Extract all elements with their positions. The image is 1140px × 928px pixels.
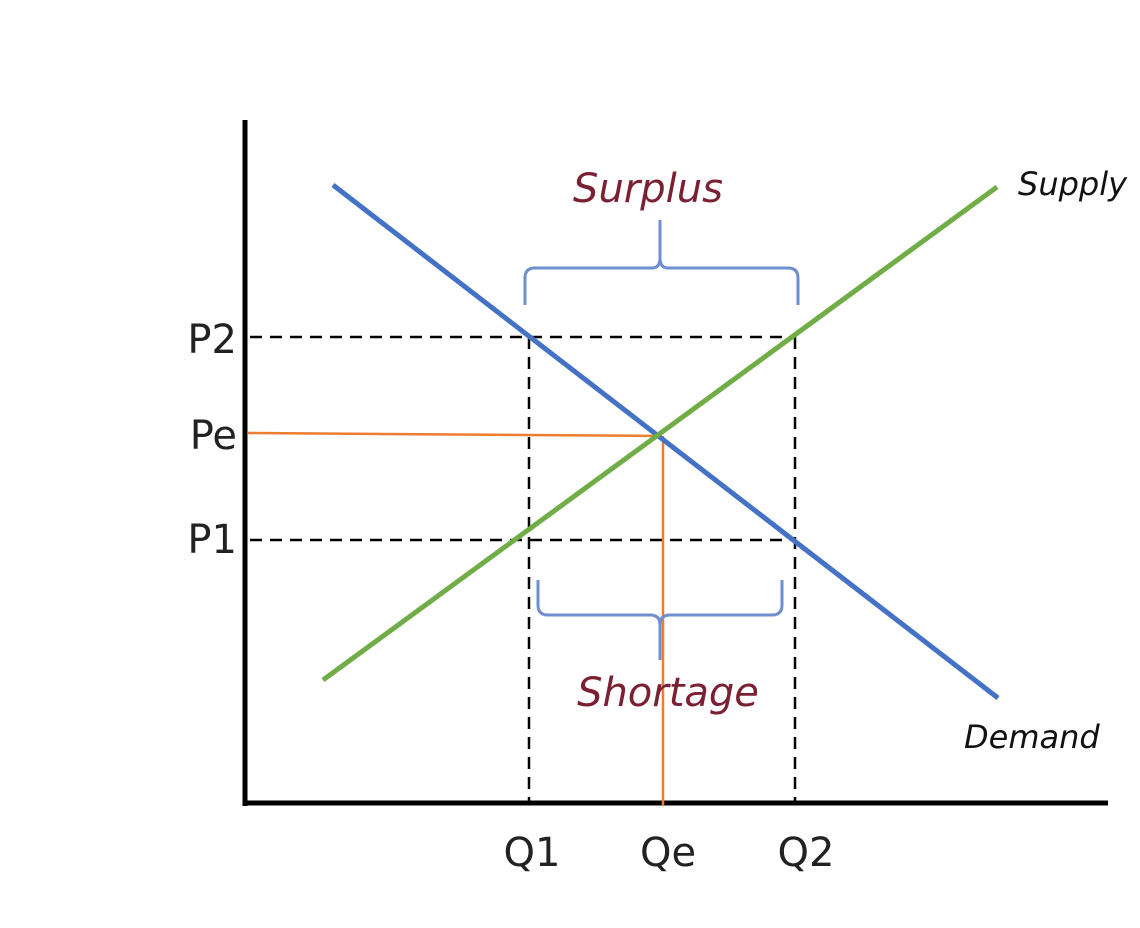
surplus-label: Surplus bbox=[573, 166, 723, 212]
demand-curve bbox=[331, 183, 1000, 700]
q1-label: Q1 bbox=[504, 830, 561, 876]
supply-curve bbox=[321, 184, 999, 683]
pe-label: Pe bbox=[190, 413, 237, 459]
demand-label: Demand bbox=[964, 718, 1100, 756]
surplus-brace bbox=[523, 220, 800, 305]
shortage-brace bbox=[536, 580, 784, 660]
supply-label: Supply bbox=[1018, 165, 1128, 203]
p1-label: P1 bbox=[187, 517, 237, 563]
shortage-label: Shortage bbox=[577, 670, 759, 716]
pe-line bbox=[247, 431, 663, 438]
p2-label: P2 bbox=[187, 317, 237, 363]
q2-label: Q2 bbox=[778, 830, 835, 876]
qe-label: Qe bbox=[640, 830, 696, 876]
